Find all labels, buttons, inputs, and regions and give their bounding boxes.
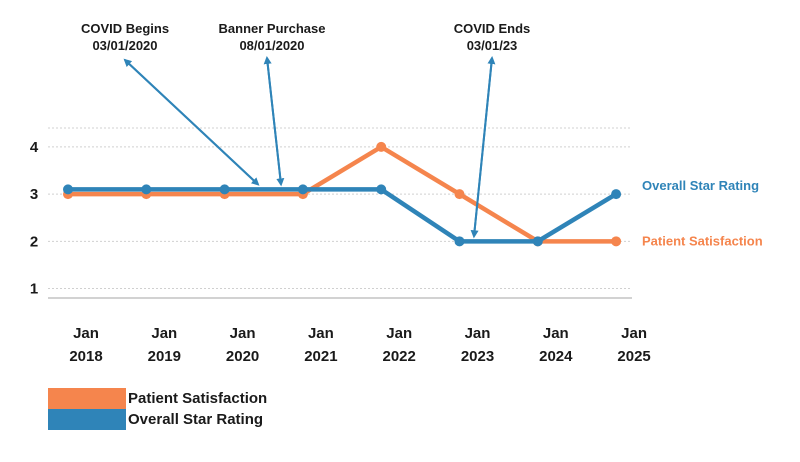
series-lines xyxy=(63,141,622,247)
y-tick-label: 2 xyxy=(30,233,38,250)
legend-swatch-overall-star-rating xyxy=(48,409,126,430)
end-label-overall-star-rating: Overall Star Rating xyxy=(642,178,759,193)
series-line-patient-satisfaction xyxy=(68,144,617,244)
data-point-overall-star-rating xyxy=(141,184,152,195)
data-point-patient-satisfaction xyxy=(611,236,622,247)
y-tick-label: 1 xyxy=(30,281,38,298)
legend-item-overall-star-rating: Overall Star Rating xyxy=(48,409,267,430)
annotation-label: Banner Purchase 08/01/2020 xyxy=(219,21,326,53)
x-tick-label: Jan 2022 xyxy=(383,325,416,365)
gridlines xyxy=(48,127,632,299)
x-tick-label: Jan 2020 xyxy=(226,325,259,365)
annotation-arrow xyxy=(266,57,285,187)
x-tick-label: Jan 2018 xyxy=(69,325,102,365)
annotation-covid-ends: COVID Ends 03/01/23 xyxy=(454,21,531,53)
legend: Patient Satisfaction Overall Star Rating xyxy=(48,388,267,430)
series-overall-star-rating xyxy=(63,184,622,247)
x-axis-ticks: Jan 2018 Jan 2019 Jan 2020 Jan 2021 Jan 2022 Jan 20… xyxy=(69,325,650,365)
annotations: COVID Begins 03/01/2020 Banner Purchase 08/… xyxy=(81,21,531,239)
x-tick-label: Jan 2023 xyxy=(461,325,494,365)
annotation-banner-purchase: Banner Purchase 08/01/2020 xyxy=(219,21,326,53)
data-point-overall-star-rating xyxy=(532,236,543,247)
y-tick-label: 3 xyxy=(30,186,38,203)
data-point-overall-star-rating xyxy=(297,184,308,195)
data-point-overall-star-rating xyxy=(63,184,73,195)
data-point-patient-satisfaction xyxy=(454,189,465,200)
data-point-patient-satisfaction xyxy=(376,141,387,152)
x-tick-label: Jan 2021 xyxy=(304,325,337,365)
y-axis-ticks: 1 2 3 4 xyxy=(30,139,39,298)
data-point-overall-star-rating xyxy=(219,184,230,195)
legend-label-patient-satisfaction: Patient Satisfaction xyxy=(128,390,268,407)
annotation-arrow xyxy=(470,57,493,239)
data-point-overall-star-rating xyxy=(611,189,622,200)
legend-swatch-patient-satisfaction xyxy=(48,388,126,409)
series-line-overall-star-rating xyxy=(68,187,618,244)
annotation-label: COVID Ends 03/01/23 xyxy=(454,21,531,53)
series-end-labels: Overall Star Rating Patient Satisfaction xyxy=(642,178,763,248)
y-tick-label: 4 xyxy=(30,139,39,156)
data-point-overall-star-rating xyxy=(376,184,387,195)
legend-label-overall-star-rating: Overall Star Rating xyxy=(128,411,264,428)
x-tick-label: Jan 2025 xyxy=(617,325,650,365)
annotation-arrow xyxy=(124,59,260,186)
x-tick-label: Jan 2019 xyxy=(148,325,181,365)
annotation-covid-begins: COVID Begins 03/01/2020 xyxy=(81,21,169,53)
end-label-patient-satisfaction: Patient Satisfaction xyxy=(642,233,763,248)
legend-item-patient-satisfaction: Patient Satisfaction xyxy=(48,388,267,409)
x-tick-label: Jan 2024 xyxy=(539,325,573,365)
data-point-overall-star-rating xyxy=(454,236,465,247)
annotation-label: COVID Begins 03/01/2020 xyxy=(81,21,169,53)
